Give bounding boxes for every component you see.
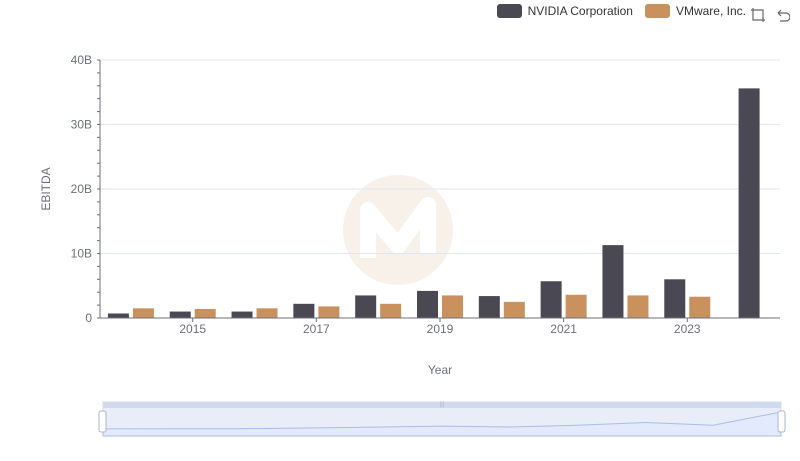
zoom-preview-line: [102, 411, 782, 437]
grid: [100, 59, 780, 254]
bar-nvidia-2017[interactable]: [293, 303, 315, 318]
legend-swatch-vmware: [644, 4, 670, 18]
zoom-handle-right[interactable]: [777, 410, 786, 433]
bar-vmware-2018[interactable]: [380, 303, 402, 318]
bar-vmware-2019[interactable]: [442, 295, 463, 318]
x-tick-label: 2019: [427, 322, 454, 336]
y-axis-label: EBITDA: [39, 167, 53, 210]
x-tick-label: 2015: [179, 322, 206, 336]
bar-vmware-2015[interactable]: [194, 308, 216, 318]
legend-label-vmware: VMware, Inc.: [675, 4, 746, 18]
y-tick-label: 0: [85, 311, 92, 325]
bar-vmware-2022[interactable]: [627, 295, 649, 318]
bar-nvidia-2015[interactable]: [169, 311, 191, 318]
zoom-icon[interactable]: [750, 7, 766, 23]
bar-nvidia-2014[interactable]: [107, 313, 129, 318]
legend: NVIDIA Corporation VMware, Inc.: [496, 4, 746, 18]
x-tick-label: 2021: [550, 322, 577, 336]
x-axis-label: Year: [428, 363, 452, 377]
bar-nvidia-2024[interactable]: [738, 88, 760, 318]
y-tick-label: 20B: [71, 182, 92, 196]
legend-item-vmware[interactable]: VMware, Inc.: [644, 4, 746, 18]
bar-nvidia-2020[interactable]: [478, 296, 500, 318]
toolbox: [750, 7, 790, 23]
zoom-handle-left[interactable]: [98, 410, 107, 433]
restore-icon[interactable]: [774, 7, 790, 23]
watermark-logo: [343, 175, 453, 285]
bar-nvidia-2021[interactable]: [540, 281, 562, 318]
bar-vmware-2017[interactable]: [318, 306, 340, 318]
data-zoom-slider[interactable]: |||: [98, 401, 786, 437]
bar-vmware-2023[interactable]: [689, 296, 711, 318]
bar-nvidia-2016[interactable]: [231, 311, 253, 318]
bar-nvidia-2019[interactable]: [417, 290, 438, 318]
bar-nvidia-2022[interactable]: [602, 245, 624, 318]
bar-nvidia-2018[interactable]: [355, 295, 377, 318]
x-tick-label: 2017: [303, 322, 330, 336]
bar-nvidia-2023[interactable]: [664, 279, 686, 318]
legend-item-nvidia[interactable]: NVIDIA Corporation: [496, 4, 633, 18]
bars: [107, 88, 760, 318]
axes: 0 10B 20B 30B 40B 2015 2017 2019 2021 2023: [71, 53, 780, 336]
bar-vmware-2020[interactable]: [503, 301, 525, 318]
legend-label-nvidia: NVIDIA Corporation: [527, 4, 633, 18]
zoom-grip-icon[interactable]: |||: [440, 402, 445, 408]
x-tick-label: 2023: [674, 322, 701, 336]
bar-vmware-2014[interactable]: [132, 308, 154, 318]
y-tick-label: 30B: [71, 118, 92, 132]
legend-swatch-nvidia: [496, 4, 522, 18]
y-tick-label: 10B: [71, 247, 92, 261]
y-tick-label: 40B: [71, 53, 92, 67]
bar-vmware-2016[interactable]: [256, 308, 278, 318]
bar-vmware-2021[interactable]: [565, 294, 587, 318]
